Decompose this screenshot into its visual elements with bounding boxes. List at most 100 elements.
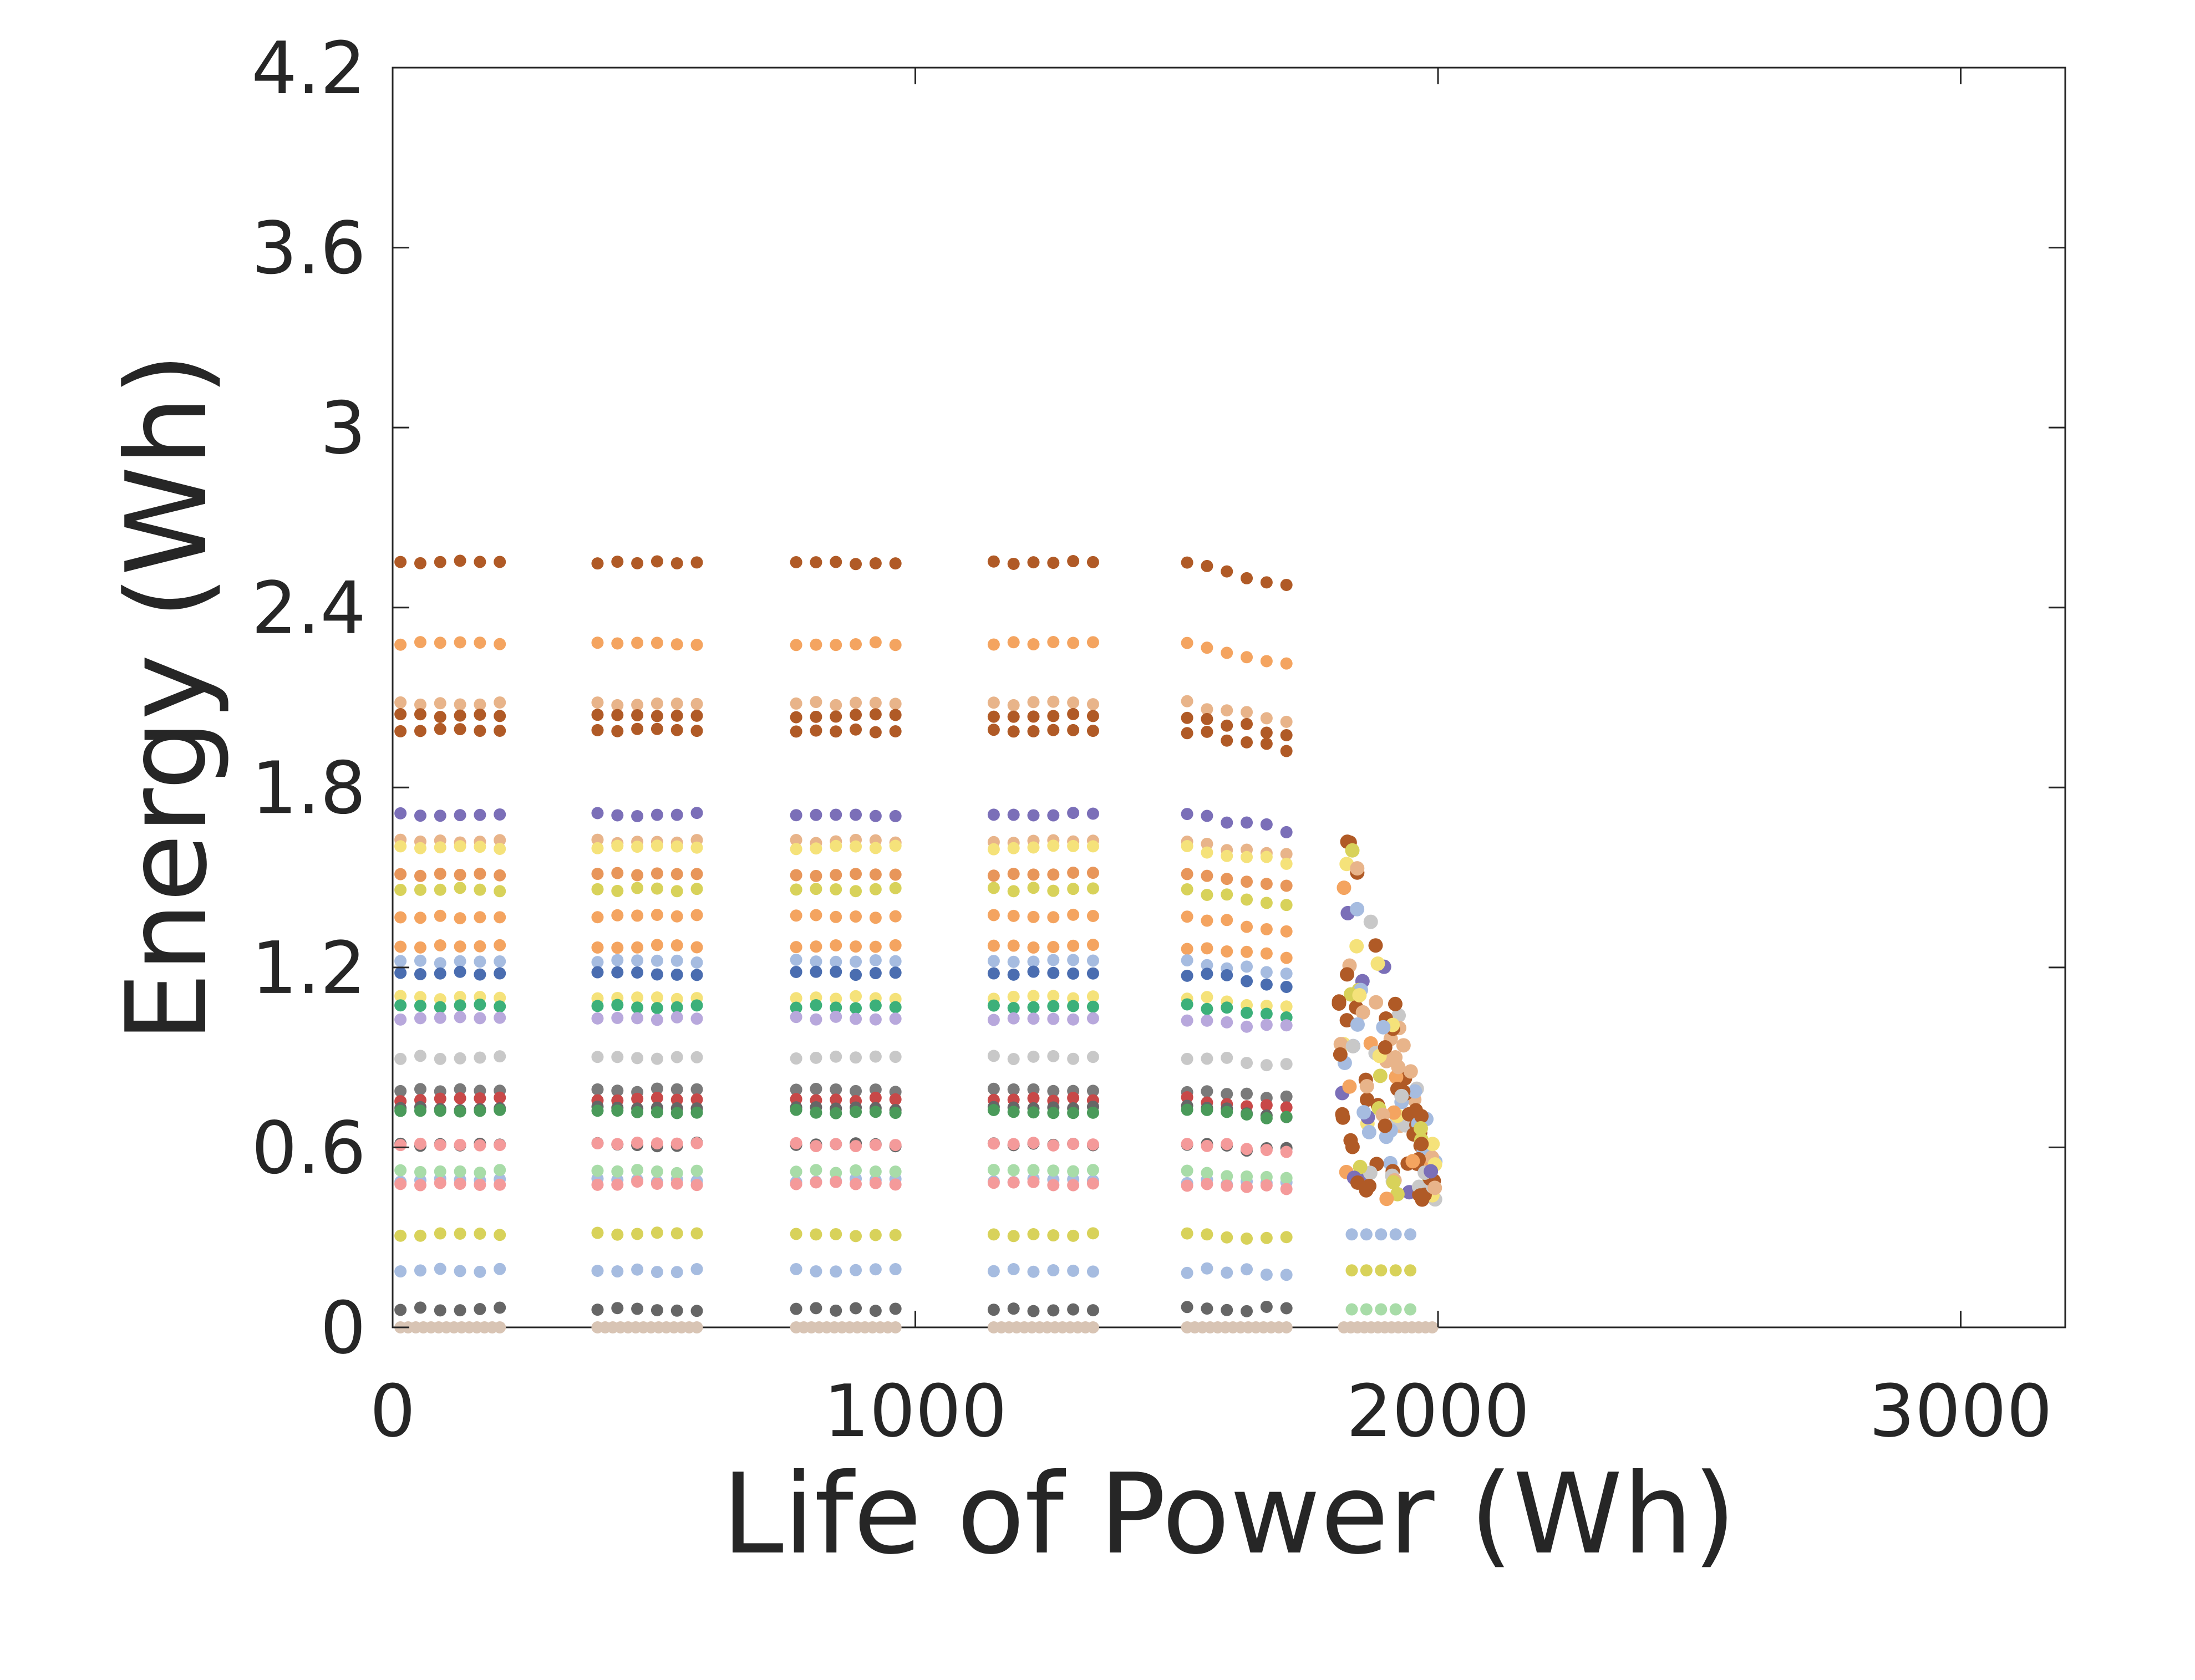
data-point [1027, 1265, 1040, 1278]
data-point [611, 954, 624, 966]
data-point [1260, 1268, 1273, 1281]
data-point [1221, 849, 1233, 862]
data-point [414, 1264, 426, 1277]
data-point [631, 1052, 644, 1065]
data-point [1047, 1179, 1060, 1192]
data-point [394, 638, 407, 651]
data-point [1086, 867, 1099, 879]
data-point [690, 1051, 703, 1063]
data-point [869, 1091, 882, 1104]
data-point [987, 967, 1000, 980]
data-point [631, 1164, 644, 1177]
data-point [1181, 1266, 1193, 1279]
data-point [414, 1050, 426, 1062]
data-point [670, 1266, 683, 1279]
data-point [987, 939, 1000, 952]
data-point [830, 839, 842, 852]
data-point [611, 1228, 624, 1241]
data-point [591, 807, 604, 819]
data-point [889, 966, 902, 979]
data-point [1221, 816, 1233, 829]
data-point [611, 1138, 624, 1150]
data-point [1427, 1180, 1442, 1195]
data-point [651, 1137, 663, 1150]
data-point [591, 557, 604, 570]
data-point [434, 867, 446, 880]
data-point [690, 556, 703, 569]
data-point [790, 1165, 802, 1178]
data-point [1376, 1020, 1391, 1035]
data-point [1375, 1303, 1388, 1316]
data-point [454, 991, 466, 1004]
data-point [474, 725, 486, 737]
data-point [434, 883, 446, 896]
data-point [631, 1092, 644, 1105]
data-point [869, 1229, 882, 1241]
data-point [631, 841, 644, 853]
data-point [454, 1052, 466, 1065]
data-point [591, 1012, 604, 1025]
data-point [810, 1228, 822, 1241]
data-point [1086, 1012, 1099, 1025]
data-point [889, 939, 902, 951]
data-point [414, 810, 426, 822]
data-point [1027, 638, 1040, 651]
data-point [1067, 967, 1080, 980]
data-point [1181, 1091, 1193, 1104]
data-point [1280, 967, 1293, 980]
data-point [1280, 925, 1293, 938]
data-point [850, 868, 862, 880]
data-point [1260, 818, 1273, 831]
data-point [1350, 1017, 1365, 1032]
data-point [1181, 727, 1193, 740]
data-point [414, 1165, 426, 1178]
data-point [850, 1002, 862, 1015]
data-point [889, 1321, 902, 1333]
data-point [850, 1302, 862, 1315]
data-point [690, 698, 703, 710]
data-point [790, 1052, 802, 1065]
data-point [394, 1229, 407, 1242]
data-point [1221, 888, 1233, 901]
data-point [1378, 1118, 1393, 1133]
data-point [869, 696, 882, 709]
data-point [1047, 1304, 1060, 1317]
x-tick-label: 2000 [1347, 1369, 1530, 1453]
data-point [454, 709, 466, 722]
data-point [394, 1104, 407, 1117]
data-point [1086, 840, 1099, 853]
data-point [1201, 559, 1213, 572]
data-point [869, 1106, 882, 1118]
data-point [830, 910, 842, 923]
data-point [790, 725, 802, 738]
data-point [889, 709, 902, 721]
data-point [790, 992, 802, 1005]
y-tick-label: 0.6 [251, 1106, 366, 1190]
data-point [1221, 565, 1233, 578]
data-point [1067, 1013, 1080, 1026]
data-point [690, 1106, 703, 1119]
data-point [1280, 826, 1293, 838]
data-point [651, 697, 663, 710]
data-point [1280, 857, 1293, 870]
data-point [1047, 966, 1060, 979]
data-point [1398, 1118, 1412, 1133]
data-point [670, 1107, 683, 1119]
data-point [1201, 942, 1213, 955]
data-point [1047, 1050, 1060, 1062]
data-point [631, 557, 644, 569]
data-point [1007, 557, 1020, 570]
data-point [474, 637, 486, 649]
data-point [474, 1051, 486, 1064]
data-point [651, 1165, 663, 1178]
data-point [690, 725, 703, 737]
data-point [1201, 1002, 1213, 1015]
data-point [1404, 1228, 1417, 1241]
data-point [1241, 1020, 1253, 1033]
data-point [591, 1264, 604, 1277]
data-point [810, 965, 822, 978]
data-point [651, 808, 663, 821]
data-point [591, 1104, 604, 1117]
data-point [494, 939, 506, 951]
